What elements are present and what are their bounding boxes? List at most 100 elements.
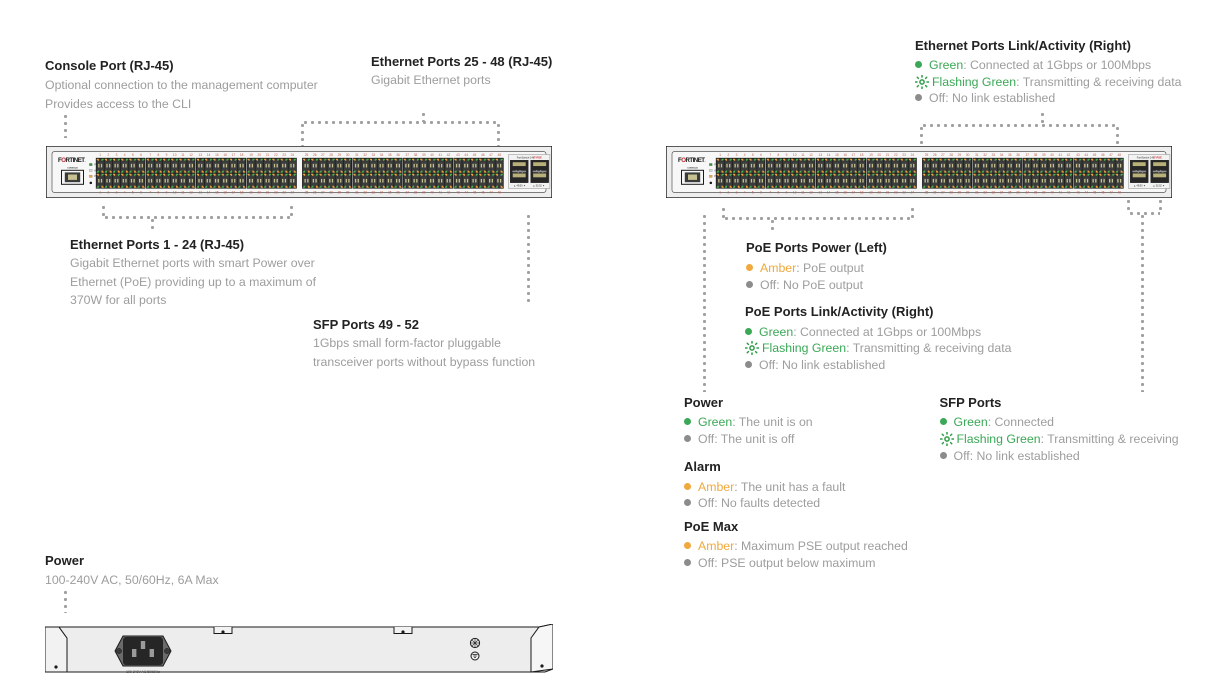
svg-text:16: 16 xyxy=(843,153,847,157)
svg-text:40: 40 xyxy=(430,190,434,194)
svg-text:26: 26 xyxy=(313,153,317,157)
svg-text:45: 45 xyxy=(473,153,477,157)
svg-text:23: 23 xyxy=(282,190,286,194)
svg-text:31: 31 xyxy=(975,190,979,194)
svg-text:44: 44 xyxy=(464,153,468,157)
svg-text:32: 32 xyxy=(983,153,987,157)
svg-text:43: 43 xyxy=(1076,153,1080,157)
svg-text:26: 26 xyxy=(933,190,937,194)
svg-text:28: 28 xyxy=(329,190,333,194)
svg-text:27: 27 xyxy=(941,190,945,194)
svg-text:10: 10 xyxy=(793,190,797,194)
svg-text:100-240V AC 50/60Hz: 100-240V AC 50/60Hz xyxy=(126,670,160,674)
svg-text:CONSOLE: CONSOLE xyxy=(67,168,78,170)
svg-text:4: 4 xyxy=(124,190,126,194)
svg-text:1: 1 xyxy=(99,153,101,157)
svg-text:11: 11 xyxy=(801,153,805,157)
svg-text:22: 22 xyxy=(894,153,898,157)
svg-text:6: 6 xyxy=(140,190,142,194)
svg-text:41: 41 xyxy=(439,153,443,157)
svg-text:29: 29 xyxy=(338,190,342,194)
svg-text:45: 45 xyxy=(1093,153,1097,157)
svg-text:39: 39 xyxy=(1042,190,1046,194)
svg-text:36: 36 xyxy=(1016,190,1020,194)
svg-text:19: 19 xyxy=(869,153,873,157)
svg-text:16: 16 xyxy=(843,190,847,194)
svg-text:47: 47 xyxy=(489,190,493,194)
svg-text:34: 34 xyxy=(1000,190,1004,194)
svg-text:17: 17 xyxy=(232,190,236,194)
svg-text:23: 23 xyxy=(902,190,906,194)
svg-text:27: 27 xyxy=(321,190,325,194)
svg-text:2: 2 xyxy=(107,153,109,157)
svg-text:35: 35 xyxy=(1008,153,1012,157)
svg-text:44: 44 xyxy=(1084,153,1088,157)
svg-text:40: 40 xyxy=(430,153,434,157)
svg-text:47: 47 xyxy=(489,153,493,157)
svg-text:14: 14 xyxy=(207,153,211,157)
svg-text:42: 42 xyxy=(447,153,451,157)
svg-text:25: 25 xyxy=(925,153,929,157)
svg-text:16: 16 xyxy=(223,190,227,194)
svg-text:48: 48 xyxy=(497,153,501,157)
svg-text:42: 42 xyxy=(1067,190,1071,194)
svg-text:15: 15 xyxy=(835,190,839,194)
svg-text:21: 21 xyxy=(266,153,270,157)
svg-text:12: 12 xyxy=(189,153,193,157)
svg-text:6: 6 xyxy=(760,190,762,194)
svg-text:6: 6 xyxy=(140,153,142,157)
svg-text:26: 26 xyxy=(933,153,937,157)
svg-text:10: 10 xyxy=(793,153,797,157)
svg-text:19: 19 xyxy=(249,153,253,157)
svg-text:33: 33 xyxy=(372,190,376,194)
svg-text:48: 48 xyxy=(1117,153,1121,157)
svg-text:47: 47 xyxy=(1109,153,1113,157)
svg-text:42: 42 xyxy=(1067,153,1071,157)
svg-text:37: 37 xyxy=(1025,190,1029,194)
svg-text:18: 18 xyxy=(240,190,244,194)
svg-text:FORTINET.: FORTINET. xyxy=(678,157,706,164)
svg-text:28: 28 xyxy=(949,153,953,157)
svg-text:25: 25 xyxy=(925,190,929,194)
svg-text:15: 15 xyxy=(215,153,219,157)
svg-text:▲ 49/50 ▼: ▲ 49/50 ▼ xyxy=(1134,184,1146,187)
svg-text:FortiSwitch-148F-POE: FortiSwitch-148F-POE xyxy=(1137,157,1162,160)
svg-text:12: 12 xyxy=(809,153,813,157)
svg-text:11: 11 xyxy=(181,190,185,194)
svg-text:3: 3 xyxy=(736,190,738,194)
svg-text:19: 19 xyxy=(249,190,253,194)
svg-text:17: 17 xyxy=(852,190,856,194)
svg-text:46: 46 xyxy=(1101,190,1105,194)
svg-text:16: 16 xyxy=(223,153,227,157)
svg-text:33: 33 xyxy=(992,153,996,157)
svg-text:7: 7 xyxy=(149,153,151,157)
svg-text:▲ 51/52 ▼: ▲ 51/52 ▼ xyxy=(1153,184,1165,187)
svg-text:18: 18 xyxy=(240,153,244,157)
svg-text:36: 36 xyxy=(1016,153,1020,157)
svg-text:9: 9 xyxy=(166,190,168,194)
svg-text:30: 30 xyxy=(966,190,970,194)
svg-text:36: 36 xyxy=(396,153,400,157)
svg-text:32: 32 xyxy=(363,190,367,194)
svg-text:46: 46 xyxy=(481,190,485,194)
svg-text:47: 47 xyxy=(1109,190,1113,194)
svg-text:24: 24 xyxy=(291,190,295,194)
svg-text:34: 34 xyxy=(380,153,384,157)
svg-text:CONSOLE: CONSOLE xyxy=(687,168,698,170)
svg-text:34: 34 xyxy=(380,190,384,194)
svg-text:48: 48 xyxy=(1117,190,1121,194)
svg-text:1: 1 xyxy=(719,190,721,194)
svg-text:4: 4 xyxy=(744,153,746,157)
svg-text:27: 27 xyxy=(321,153,325,157)
svg-text:14: 14 xyxy=(207,190,211,194)
svg-text:34: 34 xyxy=(1000,153,1004,157)
svg-text:15: 15 xyxy=(215,190,219,194)
svg-text:17: 17 xyxy=(852,153,856,157)
svg-text:5: 5 xyxy=(752,190,754,194)
svg-text:32: 32 xyxy=(363,153,367,157)
svg-text:29: 29 xyxy=(338,153,342,157)
svg-text:35: 35 xyxy=(388,190,392,194)
svg-text:1: 1 xyxy=(719,153,721,157)
svg-text:31: 31 xyxy=(975,153,979,157)
svg-text:18: 18 xyxy=(860,153,864,157)
